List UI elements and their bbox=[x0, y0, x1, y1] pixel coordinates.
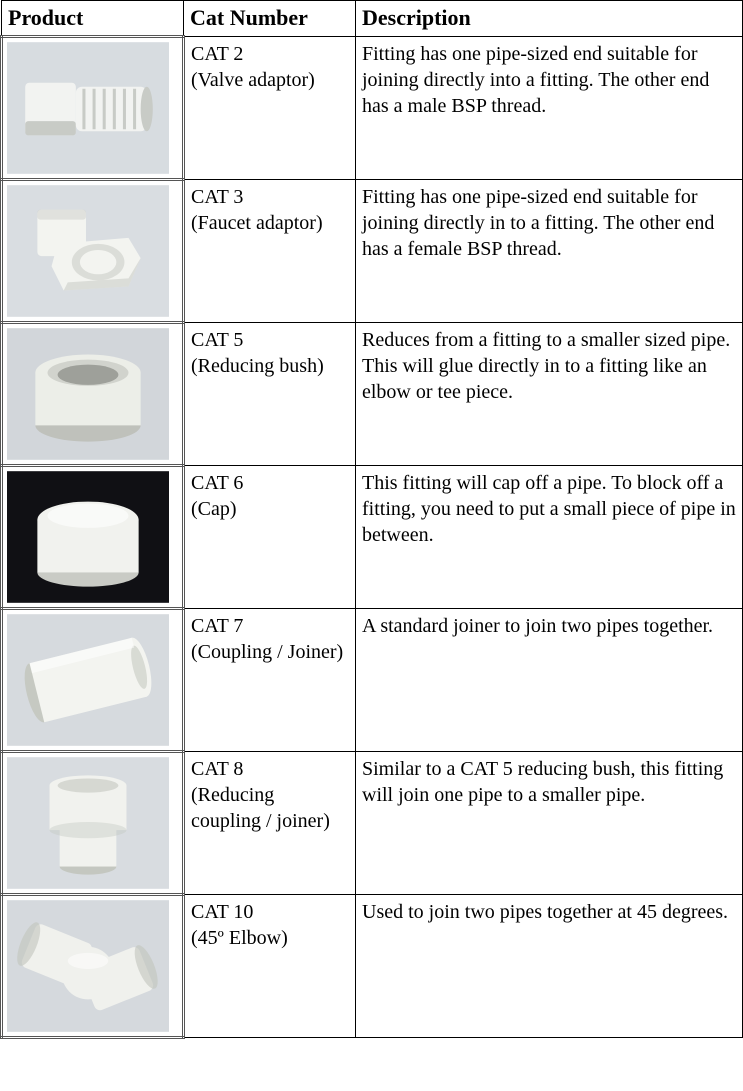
cat-number: CAT 10 bbox=[191, 901, 253, 923]
cat-number-cell: CAT 3 (Faucet adaptor) bbox=[184, 180, 356, 323]
coupling-joiner-image bbox=[7, 614, 169, 746]
faucet-adaptor-image bbox=[7, 185, 169, 317]
product-image-cell bbox=[2, 752, 184, 895]
product-image-cell bbox=[2, 323, 184, 466]
product-image-svg bbox=[7, 614, 169, 746]
description-cell: This fitting will cap off a pipe. To blo… bbox=[356, 466, 743, 609]
cat-number: CAT 3 bbox=[191, 186, 243, 208]
product-image-svg bbox=[7, 185, 169, 317]
cat-number-cell: CAT 8 (Reducing coupling / joiner) bbox=[184, 752, 356, 895]
product-image-svg bbox=[7, 757, 169, 889]
product-image-cell bbox=[2, 466, 184, 609]
table-row: CAT 5 (Reducing bush) Reduces from a fit… bbox=[2, 323, 743, 466]
header-description: Description bbox=[356, 1, 743, 37]
product-image-svg bbox=[7, 42, 169, 174]
description-cell: Similar to a CAT 5 reducing bush, this f… bbox=[356, 752, 743, 895]
product-image-cell bbox=[2, 37, 184, 180]
cat-number: CAT 5 bbox=[191, 329, 243, 351]
reducing-bush-image bbox=[7, 328, 169, 460]
header-cat-number: Cat Number bbox=[184, 1, 356, 37]
description-cell: Fitting has one pipe-sized end suitable … bbox=[356, 180, 743, 323]
reducing-coupling-image bbox=[7, 757, 169, 889]
cat-number-cell: CAT 7 (Coupling / Joiner) bbox=[184, 609, 356, 752]
cat-name: (Valve adaptor) bbox=[191, 69, 315, 91]
cat-name: (Reducing bush) bbox=[191, 355, 324, 377]
product-catalog-table: Product Cat Number Description bbox=[0, 0, 743, 1039]
cat-number-cell: CAT 10 (45º Elbow) bbox=[184, 895, 356, 1038]
description-cell: Reduces from a fitting to a smaller size… bbox=[356, 323, 743, 466]
description-cell: A standard joiner to join two pipes toge… bbox=[356, 609, 743, 752]
product-image-cell bbox=[2, 895, 184, 1038]
table-row: CAT 2 (Valve adaptor) Fitting has one pi… bbox=[2, 37, 743, 180]
cat-number: CAT 6 bbox=[191, 472, 243, 494]
cat-number: CAT 2 bbox=[191, 43, 243, 65]
cat-name: (Reducing coupling / joiner) bbox=[191, 784, 330, 832]
product-image-cell bbox=[2, 180, 184, 323]
cat-number: CAT 7 bbox=[191, 615, 243, 637]
cat-number-cell: CAT 6 (Cap) bbox=[184, 466, 356, 609]
cat-name: (Cap) bbox=[191, 498, 237, 520]
table-row: CAT 10 (45º Elbow) Used to join two pipe… bbox=[2, 895, 743, 1038]
table-row: CAT 6 (Cap) This fitting will cap off a … bbox=[2, 466, 743, 609]
cat-number-cell: CAT 5 (Reducing bush) bbox=[184, 323, 356, 466]
product-image-svg bbox=[7, 328, 169, 460]
description-cell: Used to join two pipes together at 45 de… bbox=[356, 895, 743, 1038]
valve-adaptor-image bbox=[7, 42, 169, 174]
cap-image bbox=[7, 471, 169, 603]
cat-name: (Coupling / Joiner) bbox=[191, 641, 343, 663]
header-product: Product bbox=[2, 1, 184, 37]
cat-number-cell: CAT 2 (Valve adaptor) bbox=[184, 37, 356, 180]
product-image-cell bbox=[2, 609, 184, 752]
elbow-45-image bbox=[7, 900, 169, 1032]
table-header-row: Product Cat Number Description bbox=[2, 1, 743, 37]
cat-number: CAT 8 bbox=[191, 758, 243, 780]
table-row: CAT 7 (Coupling / Joiner) A standard joi… bbox=[2, 609, 743, 752]
table-row: CAT 3 (Faucet adaptor) Fitting has one p… bbox=[2, 180, 743, 323]
cat-name: (Faucet adaptor) bbox=[191, 212, 323, 234]
product-image-svg bbox=[7, 900, 169, 1032]
cat-name: (45º Elbow) bbox=[191, 927, 288, 949]
product-image-svg bbox=[7, 471, 169, 603]
table-row: CAT 8 (Reducing coupling / joiner) Simil… bbox=[2, 752, 743, 895]
description-cell: Fitting has one pipe-sized end suitable … bbox=[356, 37, 743, 180]
